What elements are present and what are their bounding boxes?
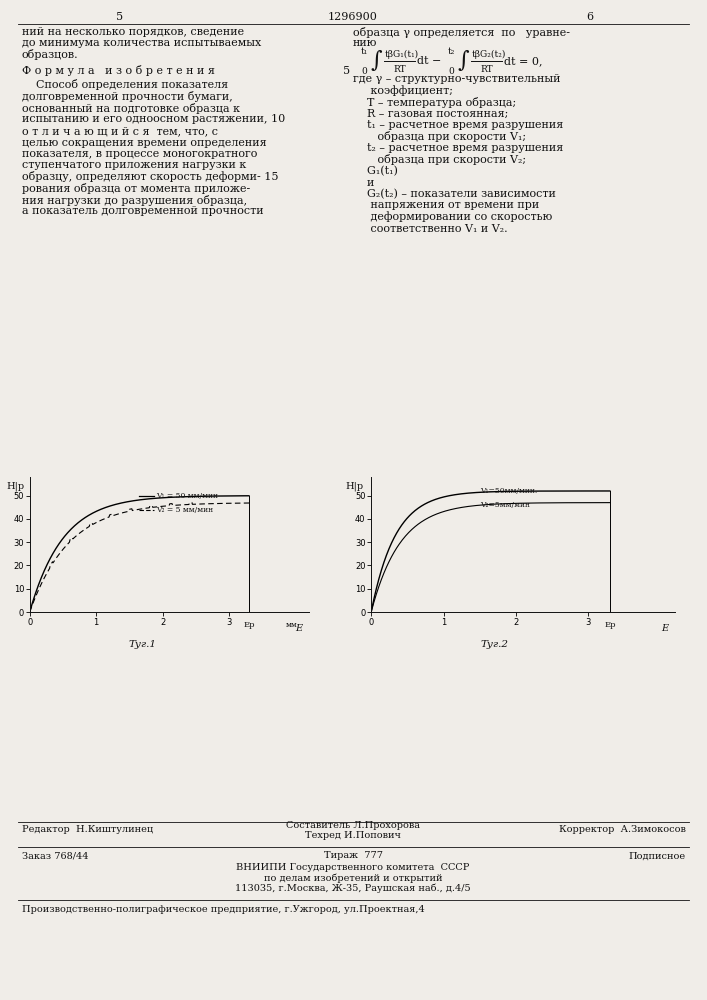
- Text: tβG₂(t₂): tβG₂(t₂): [472, 49, 506, 59]
- Text: t₁: t₁: [361, 46, 368, 55]
- Text: до минимума количества испытываемых: до минимума количества испытываемых: [22, 38, 262, 48]
- Text: деформировании со скоростью: деформировании со скоростью: [353, 212, 552, 222]
- Text: рования образца от момента приложе-: рования образца от момента приложе-: [22, 183, 250, 194]
- Text: 1296900: 1296900: [328, 12, 378, 22]
- Text: ния нагрузки до разрушения образца,: ния нагрузки до разрушения образца,: [22, 194, 247, 206]
- Text: 5: 5: [117, 12, 124, 22]
- Text: tβG₁(t₁): tβG₁(t₁): [385, 49, 419, 59]
- Text: Производственно-полиграфическое предприятие, г.Ужгород, ул.Проектная,4: Производственно-полиграфическое предприя…: [22, 904, 425, 914]
- Text: H|p: H|p: [346, 482, 364, 491]
- Text: где γ – структурно-чувствительный: где γ – структурно-чувствительный: [353, 74, 561, 84]
- Text: t₁ – расчетное время разрушения: t₁ – расчетное время разрушения: [353, 120, 563, 130]
- Text: по делам изобретений и открытий: по делам изобретений и открытий: [264, 873, 443, 883]
- Text: образца при скорости V₁;: образца при скорости V₁;: [353, 131, 526, 142]
- Text: коэффициент;: коэффициент;: [353, 85, 453, 96]
- Text: напряжения от времени при: напряжения от времени при: [353, 200, 539, 211]
- Text: нию: нию: [353, 38, 378, 48]
- Text: RT: RT: [393, 64, 406, 74]
- Text: ∫: ∫: [457, 50, 469, 72]
- Text: Редактор  Н.Киштулинец: Редактор Н.Киштулинец: [22, 826, 153, 834]
- Text: V₁=50мм/мин.: V₁=50мм/мин.: [480, 487, 537, 495]
- Text: RT: RT: [480, 64, 493, 74]
- Text: соответственно V₁ и V₂.: соответственно V₁ и V₂.: [353, 224, 508, 233]
- Text: долговременной прочности бумаги,: долговременной прочности бумаги,: [22, 91, 233, 102]
- Text: образцу, определяют скорость деформи- 15: образцу, определяют скорость деформи- 15: [22, 172, 279, 182]
- Text: dt = 0,: dt = 0,: [504, 56, 542, 66]
- Text: dt −: dt −: [417, 56, 441, 66]
- Text: образца γ определяется  по   уравне-: образца γ определяется по уравне-: [353, 26, 570, 37]
- Text: мм: мм: [286, 621, 298, 629]
- Text: Техред И.Попович: Техред И.Попович: [305, 832, 401, 840]
- Text: Тираж  777: Тираж 777: [324, 852, 382, 860]
- Text: t₂ – расчетное время разрушения: t₂ – расчетное время разрушения: [353, 143, 563, 153]
- Text: Ep: Ep: [604, 621, 616, 629]
- Text: E: E: [661, 624, 668, 633]
- Text: Заказ 768/44: Заказ 768/44: [22, 852, 88, 860]
- Text: V₂=5мм/мин: V₂=5мм/мин: [480, 501, 530, 509]
- Text: T – температура образца;: T – температура образца;: [353, 97, 516, 107]
- Text: ступенчатого приложения нагрузки к: ступенчатого приложения нагрузки к: [22, 160, 246, 170]
- Text: основанный на подготовке образца к: основанный на подготовке образца к: [22, 103, 240, 113]
- Text: G₁(t₁): G₁(t₁): [353, 166, 398, 176]
- Text: Подписное: Подписное: [629, 852, 686, 860]
- Text: испытанию и его одноосном растяжении, 10: испытанию и его одноосном растяжении, 10: [22, 114, 285, 124]
- Text: ВНИИПИ Государственного комитета  СССР: ВНИИПИ Государственного комитета СССР: [236, 863, 469, 872]
- Text: о т л и ч а ю щ и й с я  тем, что, с: о т л и ч а ю щ и й с я тем, что, с: [22, 126, 218, 136]
- Text: образцов.: образцов.: [22, 49, 78, 60]
- Text: Τуг.2: Τуг.2: [480, 640, 508, 649]
- Text: целью сокращения времени определения: целью сокращения времени определения: [22, 137, 267, 147]
- Text: t₂: t₂: [448, 46, 455, 55]
- Text: и: и: [353, 178, 375, 188]
- Text: Ep: Ep: [243, 621, 255, 629]
- Text: Ф о р м у л а   и з о б р е т е н и я: Ф о р м у л а и з о б р е т е н и я: [22, 65, 215, 76]
- Text: H|p: H|p: [6, 482, 25, 491]
- Text: 113035, г.Москва, Ж-35, Раушская наб., д.4/5: 113035, г.Москва, Ж-35, Раушская наб., д…: [235, 883, 471, 893]
- Text: образца при скорости V₂;: образца при скорости V₂;: [353, 154, 526, 165]
- Text: показателя, в процессе моногократного: показателя, в процессе моногократного: [22, 149, 257, 159]
- Text: ∫: ∫: [370, 50, 382, 72]
- Text: Составитель Л.Прохорова: Составитель Л.Прохорова: [286, 822, 420, 830]
- Text: Τуг.1: Τуг.1: [129, 640, 157, 649]
- Text: а показатель долговременной прочности: а показатель долговременной прочности: [22, 207, 264, 217]
- Text: Корректор  А.Зимокосов: Корректор А.Зимокосов: [559, 826, 686, 834]
- Text: 5: 5: [343, 66, 350, 76]
- Text: G₂(t₂) – показатели зависимости: G₂(t₂) – показатели зависимости: [353, 189, 556, 199]
- Text: 0: 0: [361, 66, 367, 76]
- Text: E: E: [296, 624, 303, 633]
- Text: 0: 0: [448, 66, 454, 76]
- Text: V₂ = 5 мм/мин: V₂ = 5 мм/мин: [156, 506, 213, 514]
- Text: Способ определения показателя: Способ определения показателя: [22, 80, 228, 91]
- Text: V₁ = 50 мм/мин: V₁ = 50 мм/мин: [156, 492, 218, 500]
- Text: 6: 6: [586, 12, 594, 22]
- Text: ний на несколько порядков, сведение: ний на несколько порядков, сведение: [22, 27, 244, 37]
- Text: R – газовая постоянная;: R – газовая постоянная;: [353, 108, 508, 118]
